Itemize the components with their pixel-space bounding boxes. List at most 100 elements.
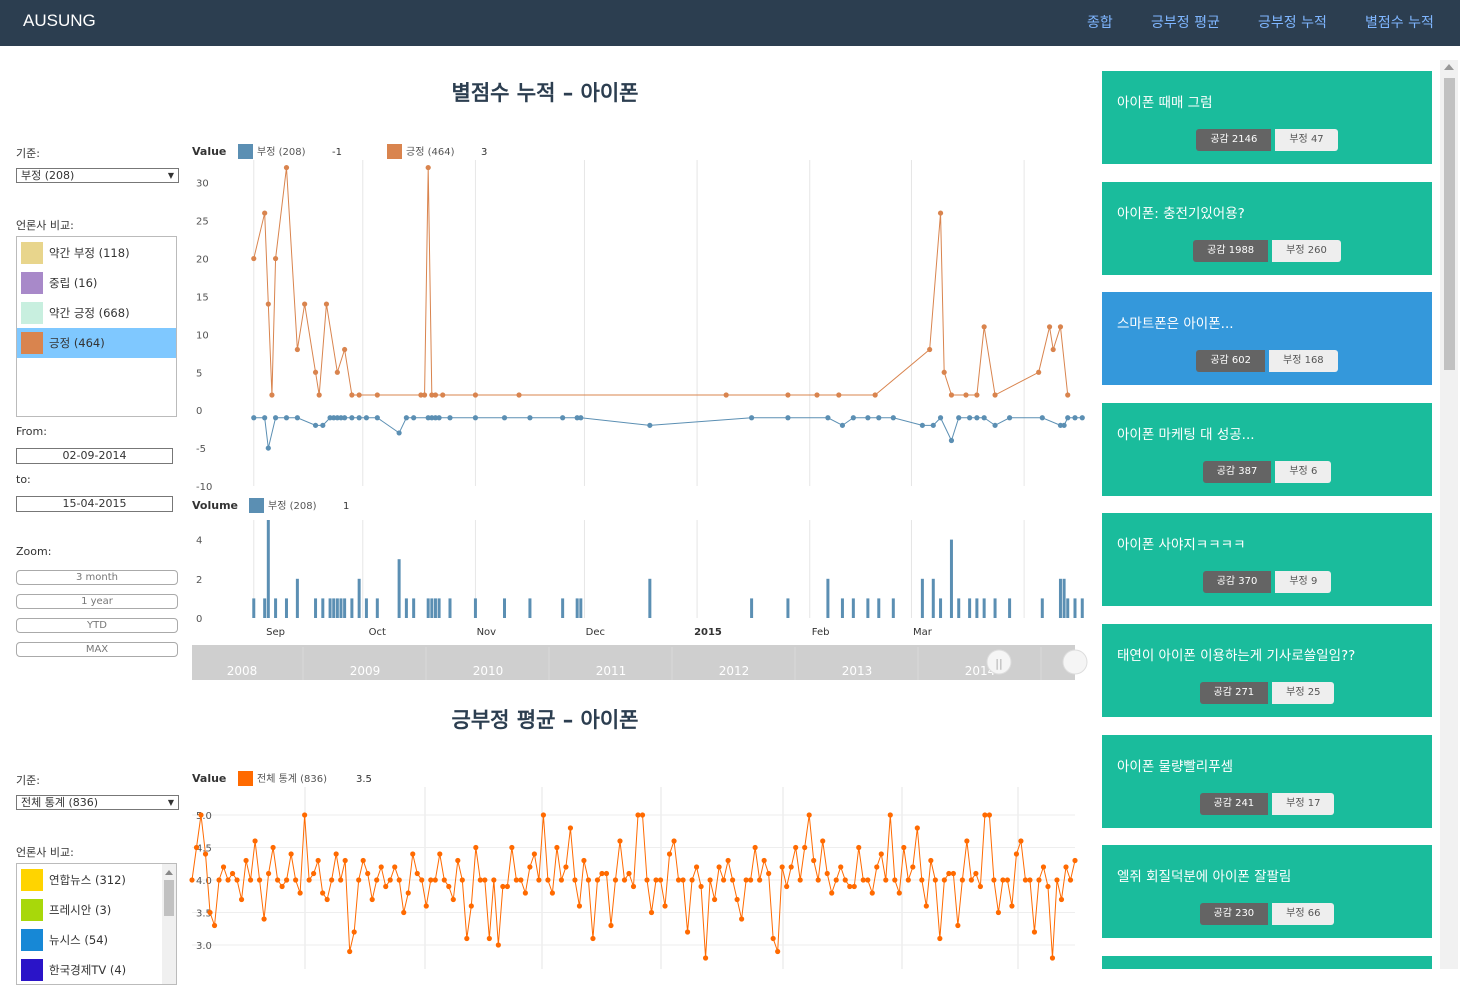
data-point — [847, 883, 853, 890]
data-point — [527, 864, 533, 870]
data-point — [472, 415, 479, 421]
zoom-3month-button[interactable]: 3 month — [16, 570, 178, 585]
data-point — [766, 870, 772, 877]
data-point — [211, 922, 218, 929]
data-point — [403, 415, 409, 421]
zoom-max-button[interactable]: MAX — [16, 642, 178, 657]
compare-item[interactable]: 약간 부정 (118) — [17, 238, 176, 268]
scroll-thumb[interactable] — [1444, 78, 1455, 370]
compare-listbox[interactable]: 약간 부정 (118) 중립 (16) 약간 긍정 (668) 긍정 (464) — [16, 236, 177, 417]
data-point — [238, 896, 245, 903]
criterion-select[interactable]: 부정 (208) ▼ — [16, 168, 179, 183]
comment-card-badges: 공감 230 부정 66 — [1102, 903, 1432, 926]
data-point — [220, 864, 227, 870]
data-point — [473, 844, 479, 851]
data-point — [851, 883, 857, 890]
data-point — [387, 877, 393, 883]
criterion-select-2[interactable]: 전체 통계 (836) ▼ — [16, 795, 179, 810]
data-point — [356, 877, 362, 883]
compare-item-selected[interactable]: 긍정 (464) — [17, 328, 176, 358]
data-point — [621, 877, 628, 883]
data-point — [992, 392, 998, 398]
nav-link-star-cumulative[interactable]: 별점수 누적 — [1365, 15, 1434, 31]
y-tick-label: 0 — [196, 406, 202, 417]
from-date-input[interactable]: 02-09-2014 — [16, 448, 173, 464]
page-scrollbar[interactable] — [1440, 60, 1458, 969]
data-point — [293, 877, 299, 883]
nav-link-sentiment-cumulative[interactable]: 긍부정 누적 — [1258, 15, 1327, 31]
data-point — [429, 392, 435, 398]
listbox-scrollbar[interactable] — [162, 864, 176, 984]
zoom-label: Zoom: — [16, 545, 52, 558]
comment-card[interactable]: 아이폰 물량빨리푸셈 공감 241 부정 17 — [1102, 734, 1432, 828]
comment-card[interactable]: 아이폰 마케팅 대 성공... 공감 387 부정 6 — [1102, 402, 1432, 496]
y-tick-label: 4 — [196, 536, 202, 547]
data-point — [850, 415, 856, 421]
compare-item[interactable]: 약간 긍정 (668) — [17, 298, 176, 328]
y-tick-label: 4.0 — [196, 876, 212, 887]
zoom-ytd-button[interactable]: YTD — [16, 618, 178, 633]
volume-bar — [412, 598, 416, 618]
data-point — [447, 415, 453, 421]
comment-card-badges: 공감 271 부정 25 — [1102, 682, 1432, 704]
nav-link-overview[interactable]: 종합 — [1087, 15, 1113, 31]
data-point — [608, 922, 614, 929]
average-chart[interactable]: 3.0 3.5 4.0 4.5 5.0 Value 전체 통계 (836) 3.5 — [0, 760, 1090, 969]
data-point — [876, 415, 882, 421]
data-point — [825, 415, 831, 421]
data-point — [967, 415, 973, 421]
data-point — [396, 430, 402, 436]
y-tick-label: 5 — [196, 368, 202, 379]
data-point — [702, 955, 709, 961]
negative-badge: 부정 6 — [1275, 460, 1332, 483]
scroll-up-icon[interactable] — [1444, 64, 1454, 70]
comment-card-title: 스마트폰은 아이폰... — [1117, 316, 1234, 333]
zoom-1year-button[interactable]: 1 year — [16, 594, 178, 609]
data-point — [349, 415, 355, 421]
comment-card[interactable]: 스마트폰은 아이폰... 공감 602 부정 168 — [1102, 292, 1432, 386]
data-point — [279, 883, 285, 890]
data-point — [981, 324, 987, 330]
negative-badge: 부정 47 — [1275, 129, 1338, 151]
data-point — [1040, 864, 1047, 870]
y-tick-label: 30 — [196, 179, 209, 190]
compare-item[interactable]: 연합뉴스 (312) — [17, 865, 176, 895]
scroll-thumb[interactable] — [164, 880, 174, 916]
data-point — [229, 870, 236, 877]
data-point — [378, 864, 384, 870]
data-point — [785, 392, 791, 398]
compare-item[interactable]: 프레시안 (3) — [17, 895, 176, 925]
nav-link-sentiment-average[interactable]: 긍부정 평균 — [1151, 15, 1220, 31]
x-tick-label: Oct — [369, 627, 386, 638]
data-point — [459, 877, 465, 883]
data-point — [1006, 415, 1013, 421]
comment-card[interactable]: 태연이 아이폰 이용하는게 기사로쓸일임?? 공감 271 부정 25 — [1102, 624, 1432, 717]
comment-card[interactable]: 아이폰 때매 그럼 공감 2146 부정 47 — [1102, 71, 1432, 164]
data-point — [202, 851, 209, 857]
scroll-up-icon[interactable] — [165, 870, 173, 875]
volume-bar — [430, 598, 434, 618]
comment-card[interactable]: 아이폰: 충전기있어용? 공감 1988 부정 260 — [1102, 181, 1432, 275]
data-point — [824, 870, 830, 877]
to-date-input[interactable]: 15-04-2015 — [16, 496, 173, 512]
volume-bar — [295, 578, 299, 618]
compare-item[interactable]: 뉴시스 (54) — [17, 925, 176, 955]
compare-item[interactable]: 중립 (16) — [17, 268, 176, 298]
volume-bar — [866, 598, 870, 618]
compare-label: 언론사 비교: — [16, 219, 74, 232]
data-point — [1004, 877, 1011, 883]
x-tick-label: Dec — [586, 627, 605, 638]
comment-card[interactable]: 아이폰 사야지ㅋㅋㅋㅋ 공감 370 부정 9 — [1102, 513, 1432, 607]
data-point — [937, 935, 943, 942]
brand-logo[interactable]: AUSUNG — [23, 11, 96, 30]
data-point — [1057, 422, 1064, 428]
x-tick-label: Mar — [913, 627, 933, 638]
data-point — [324, 896, 330, 903]
comment-card-title: 엘쥐 회질덕분에 아이폰 잘팔림 — [1117, 869, 1292, 886]
legend-swatch — [249, 498, 264, 513]
data-point — [955, 922, 961, 929]
data-point — [671, 838, 677, 844]
data-point — [320, 890, 326, 896]
